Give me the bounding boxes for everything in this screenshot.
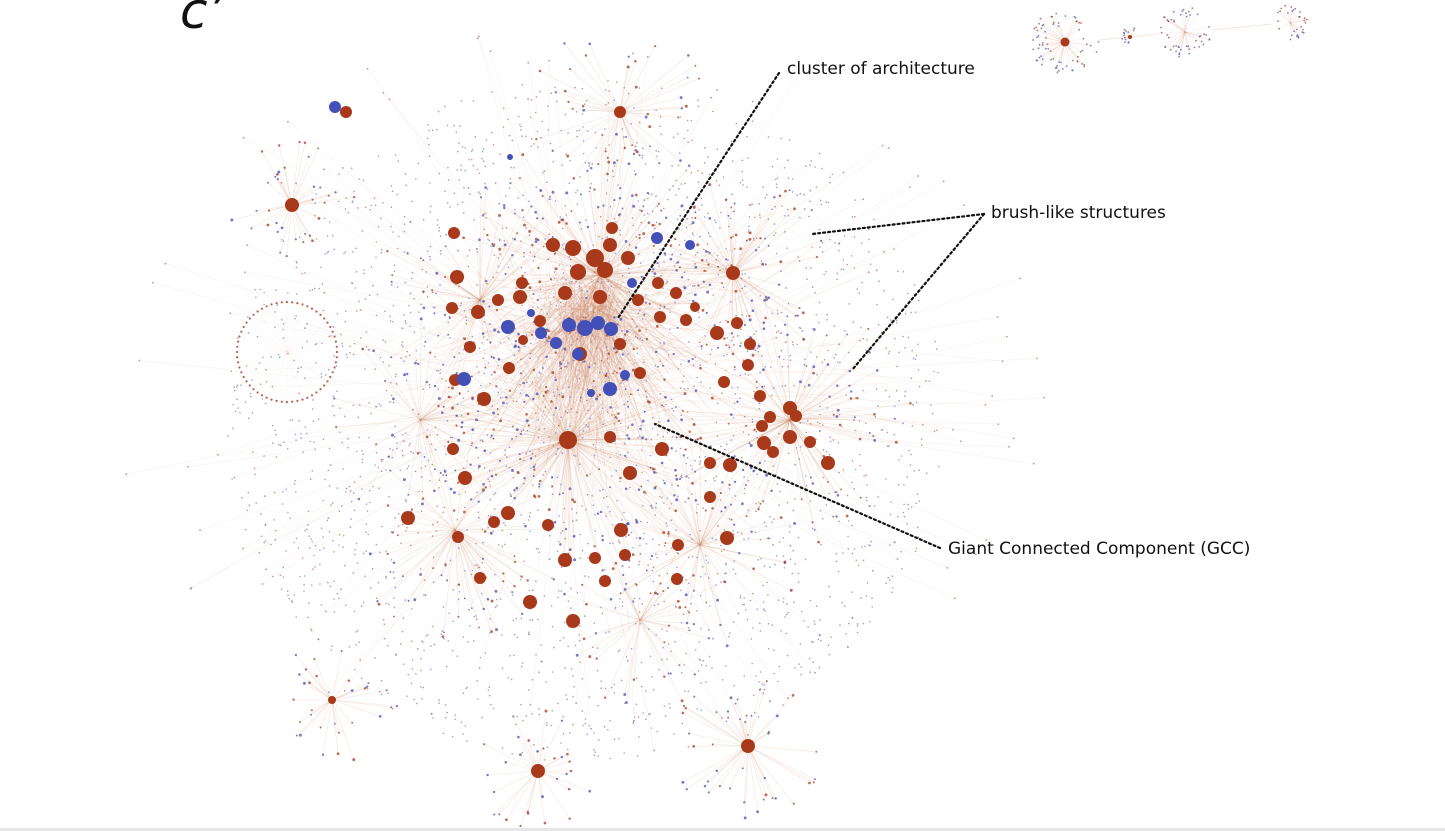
network-edges [126, 5, 1307, 827]
bottom-edge-divider [0, 828, 1445, 831]
network-small-nodes [125, 4, 1308, 828]
leader-line-architecture [616, 71, 781, 320]
network-hub-nodes [285, 35, 1132, 778]
leader-line-brush-lower [850, 212, 986, 372]
panel-letter: c’ [180, 0, 224, 40]
annotation-brush-like-structures: brush-like structures [991, 203, 1166, 223]
annotation-cluster-of-architecture: cluster of architecture [787, 59, 975, 79]
annotation-giant-connected-component: Giant Connected Component (GCC) [948, 539, 1251, 559]
leader-line-brush-upper [810, 212, 986, 236]
leader-line-gcc [653, 422, 942, 550]
annotation-leader-lines [616, 71, 986, 550]
